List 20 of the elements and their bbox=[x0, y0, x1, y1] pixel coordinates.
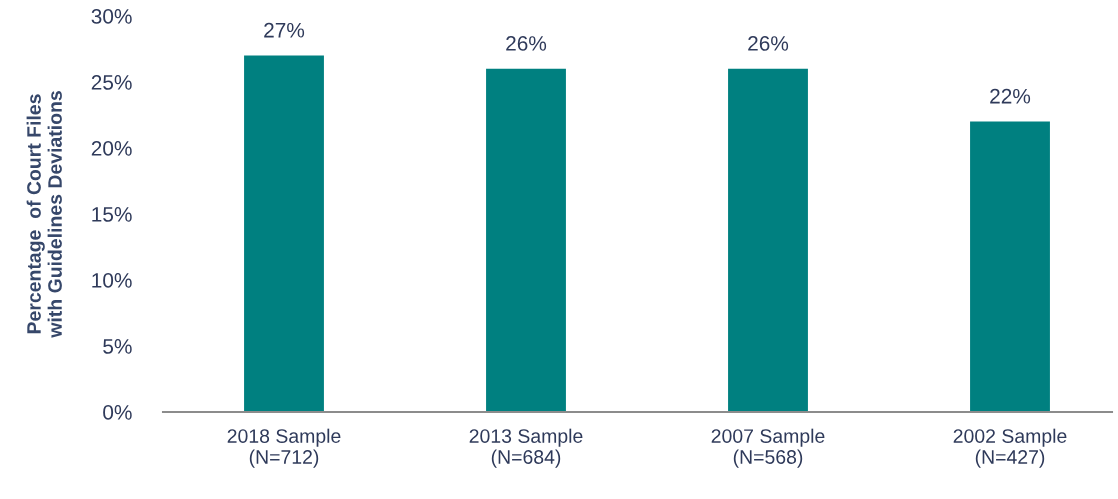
data-label: 26% bbox=[748, 36, 789, 51]
x-tick-label: 2002 Sample (N=427) bbox=[953, 428, 1067, 468]
data-label: 26% bbox=[506, 36, 547, 51]
y-tick-label: 20% bbox=[91, 141, 132, 156]
bar bbox=[970, 121, 1050, 412]
bar bbox=[244, 55, 324, 412]
y-tick-label: 5% bbox=[103, 339, 132, 354]
x-tick-label: 2013 Sample (N=684) bbox=[469, 428, 583, 468]
bar bbox=[728, 68, 808, 412]
x-tick-label: 2018 Sample (N=712) bbox=[227, 428, 341, 468]
y-tick-label: 0% bbox=[103, 405, 132, 420]
y-tick-label: 15% bbox=[92, 207, 132, 222]
x-tick-label: 2007 Sample (N=568) bbox=[711, 428, 825, 468]
data-label: 22% bbox=[990, 88, 1031, 104]
y-axis-title: Percentage of Court Files with Guidelines Deviations bbox=[26, 91, 62, 338]
y-tick-label: 30% bbox=[91, 9, 132, 24]
y-tick-label: 10% bbox=[92, 273, 132, 288]
bar bbox=[486, 68, 566, 412]
data-label: 27% bbox=[264, 22, 305, 38]
y-tick-label: 25% bbox=[91, 75, 132, 90]
